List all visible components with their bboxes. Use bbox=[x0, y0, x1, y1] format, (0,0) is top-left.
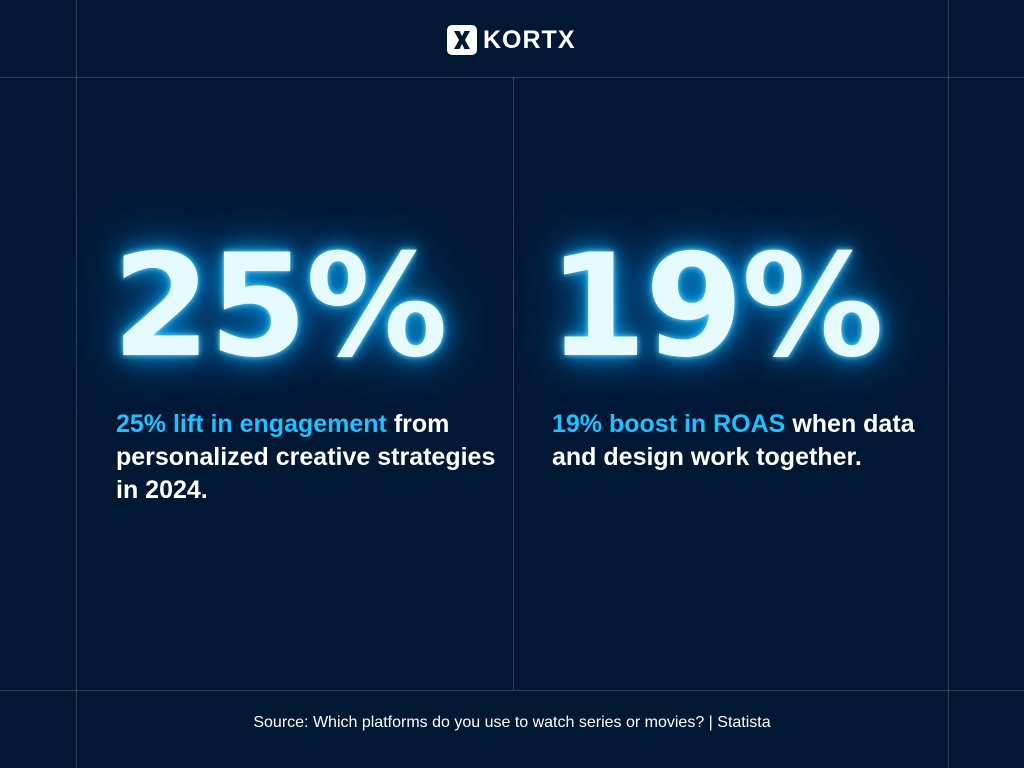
stat-description-roas: 19% boost in ROAS when data and design w… bbox=[552, 408, 932, 474]
stat-value-roas: 19% bbox=[548, 224, 884, 389]
stat-highlight-engagement: 25% lift in engagement bbox=[116, 410, 387, 438]
grid-line-right bbox=[948, 0, 949, 768]
grid-line-left bbox=[76, 0, 77, 768]
stat-detail-engagement: from personalized creative strategies in… bbox=[116, 410, 496, 504]
x-logo-icon bbox=[447, 25, 477, 55]
grid-line-top bbox=[0, 77, 1024, 78]
source-citation: Source: Which platforms do you use to wa… bbox=[253, 714, 771, 731]
column-divider bbox=[513, 77, 514, 690]
stat-description-engagement: 25% lift in engagement from personalized… bbox=[116, 408, 496, 507]
stat-highlight-roas: 19% boost in ROAS bbox=[552, 410, 786, 438]
brand-logo: KORTX bbox=[447, 25, 576, 55]
brand-name: KORTX bbox=[483, 26, 576, 54]
grid-line-bottom bbox=[0, 690, 1024, 691]
stat-value-engagement: 25% bbox=[112, 224, 448, 389]
stat-detail-roas: when data and design work together. bbox=[552, 410, 915, 471]
